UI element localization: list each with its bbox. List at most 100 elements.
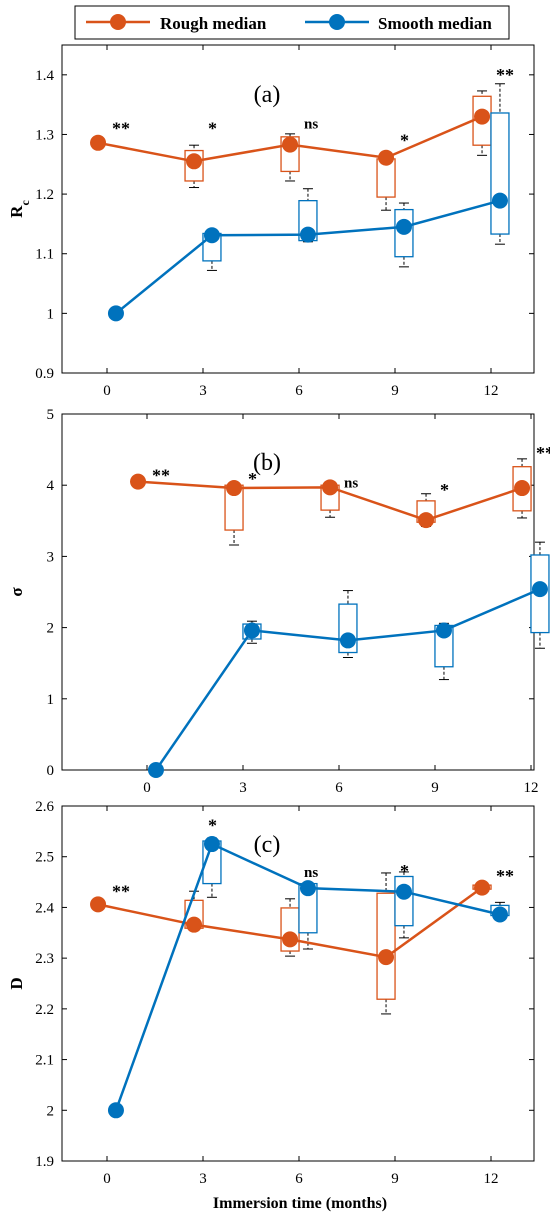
legend: Rough median Smooth median <box>74 5 510 40</box>
x-tick-label: 6 <box>295 383 303 399</box>
plot-frame <box>61 44 535 374</box>
y-tick-label: 1.3 <box>35 127 54 143</box>
median-point-rough <box>130 473 147 490</box>
median-point-rough <box>514 480 531 497</box>
median-point-rough <box>418 512 435 529</box>
x-tick-label: 0 <box>103 383 111 399</box>
x-tick-label: 3 <box>199 1171 207 1187</box>
median-point-rough <box>282 931 299 948</box>
median-point-rough <box>322 479 339 496</box>
significance-label: ** <box>536 443 550 463</box>
significance-label: ** <box>496 65 514 85</box>
y-tick-label: 2 <box>47 1103 55 1119</box>
box <box>376 892 396 1000</box>
legend-label-rough: Rough median <box>160 14 267 33</box>
median-point-rough <box>474 879 491 896</box>
significance-label: * <box>208 815 217 835</box>
y-tick-label: 1 <box>47 692 55 708</box>
median-point-smooth <box>491 192 508 209</box>
y-tick-label: 2 <box>47 621 55 637</box>
y-tick-label: 0.9 <box>35 366 54 382</box>
median-point-smooth <box>203 836 220 853</box>
y-tick-label: 2.3 <box>35 951 54 967</box>
y-tick-label: 3 <box>47 549 55 565</box>
legend-marker-rough <box>110 14 126 30</box>
y-tick-label: 1.9 <box>35 1154 54 1170</box>
median-point-smooth <box>147 762 164 778</box>
significance-label: ns <box>304 865 318 881</box>
x-tick-label: 0 <box>143 780 151 796</box>
legend-marker-smooth <box>329 14 345 30</box>
y-tick-label: 2.6 <box>35 799 54 815</box>
y-tick-label: 2.5 <box>35 850 54 866</box>
significance-label: * <box>440 480 449 500</box>
median-point-smooth <box>299 880 316 897</box>
x-tick-label: 12 <box>484 383 499 399</box>
y-axis-label-subscript: c <box>18 200 32 206</box>
median-point-rough <box>90 134 107 151</box>
y-tick-label: 2.2 <box>35 1002 54 1018</box>
y-tick-label: 1 <box>47 306 55 322</box>
significance-label: ** <box>496 866 514 886</box>
median-point-rough <box>226 480 243 497</box>
median-point-rough <box>90 896 107 913</box>
x-tick-label: 3 <box>199 383 207 399</box>
median-point-smooth <box>107 305 124 322</box>
median-point-smooth <box>531 581 548 598</box>
median-point-smooth <box>339 632 356 649</box>
median-point-rough <box>186 153 203 170</box>
significance-label: ** <box>152 466 170 486</box>
median-point-rough <box>474 108 491 125</box>
x-tick-label: 3 <box>239 780 247 796</box>
x-tick-label: 6 <box>335 780 343 796</box>
y-tick-label: 1.2 <box>35 187 54 203</box>
median-point-smooth <box>299 226 316 243</box>
x-tick-label: 0 <box>103 1171 111 1187</box>
legend-label-smooth: Smooth median <box>378 14 492 33</box>
significance-label: ** <box>112 118 130 138</box>
significance-label: ns <box>304 116 318 132</box>
plot-frame <box>61 413 535 771</box>
median-point-rough <box>186 916 203 933</box>
x-tick-label: 12 <box>524 780 539 796</box>
box <box>490 112 510 235</box>
median-point-smooth <box>435 622 452 639</box>
y-tick-label: 5 <box>47 407 55 423</box>
y-tick-label: 4 <box>47 478 55 494</box>
significance-label: * <box>400 130 409 150</box>
median-point-rough <box>282 136 299 153</box>
plot-frame <box>61 805 535 1162</box>
significance-label: * <box>248 469 257 489</box>
x-tick-label: 9 <box>391 383 399 399</box>
y-tick-label: 1.1 <box>35 247 54 263</box>
panel-label: (b) <box>253 450 281 476</box>
significance-label: * <box>400 861 409 881</box>
median-point-smooth <box>395 218 412 235</box>
y-tick-label: 2.1 <box>35 1053 54 1069</box>
y-axis-label: Rc <box>7 200 32 218</box>
y-tick-label: 0 <box>47 763 55 779</box>
y-tick-label: 2.4 <box>35 900 54 916</box>
median-point-smooth <box>107 1102 124 1119</box>
x-tick-label: 9 <box>431 780 439 796</box>
significance-label: ** <box>112 881 130 901</box>
median-point-smooth <box>491 906 508 923</box>
panel-label: (c) <box>254 832 281 858</box>
x-tick-label: 9 <box>391 1171 399 1187</box>
median-point-smooth <box>395 883 412 900</box>
panel-label: (a) <box>254 82 281 108</box>
median-point-smooth <box>203 227 220 244</box>
y-axis-label: D <box>7 977 26 989</box>
median-point-rough <box>378 949 395 966</box>
significance-label: ns <box>344 475 358 491</box>
y-axis-label: σ <box>7 587 26 597</box>
median-point-smooth <box>243 622 260 639</box>
median-point-rough <box>378 149 395 166</box>
panel-3: 1.922.12.22.32.42.52.60 3 6 9 12D(c)***ns * ** <box>7 799 535 1187</box>
x-tick-label: 6 <box>295 1171 303 1187</box>
y-tick-label: 1.4 <box>35 68 54 84</box>
